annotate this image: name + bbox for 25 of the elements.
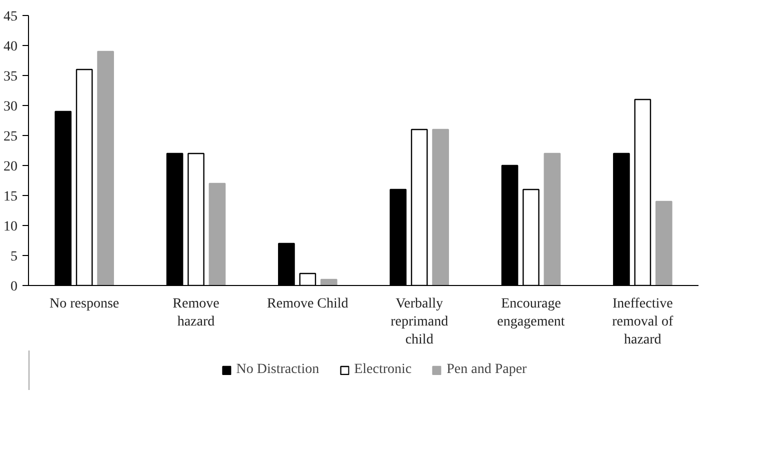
y-tick-label: 25 <box>4 130 18 144</box>
x-tick-label: Remove Child <box>267 296 348 312</box>
bar <box>655 200 672 286</box>
y-tick-label: 15 <box>4 190 18 204</box>
legend-label: Pen and Paper <box>446 362 527 378</box>
x-tick-label: Remove hazard <box>172 296 220 330</box>
y-tick-label: 20 <box>4 160 18 174</box>
bar <box>97 50 114 286</box>
x-tick-label: No response <box>50 296 120 312</box>
y-tick-label: 30 <box>4 100 18 114</box>
bar <box>432 128 449 286</box>
x-tick-label: Ineffective removal of hazard <box>612 296 674 348</box>
y-tick-label: 40 <box>4 40 18 54</box>
x-tick-label: Encourage engagement <box>497 296 565 330</box>
legend-label: Electronic <box>354 362 412 378</box>
y-tick-label: 45 <box>4 10 18 24</box>
x-tick-label: Verbally reprimand child <box>390 296 448 348</box>
y-tick-label: 35 <box>4 70 18 84</box>
legend-label: No Distraction <box>236 362 320 378</box>
bar <box>544 152 561 286</box>
y-tick-label: 10 <box>4 220 18 234</box>
y-tick-label: 5 <box>10 250 18 264</box>
y-tick-label: 0 <box>10 280 18 294</box>
bar <box>208 182 226 286</box>
bar <box>320 278 338 286</box>
